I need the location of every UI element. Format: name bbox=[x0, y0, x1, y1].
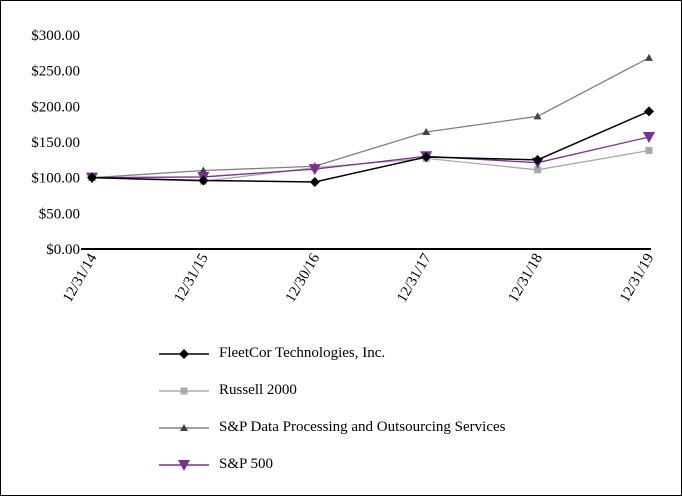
legend-label: FleetCor Technologies, Inc. bbox=[219, 345, 386, 361]
legend-marker bbox=[178, 459, 190, 471]
legend-item: S&P 500 bbox=[159, 446, 506, 483]
legend-item: Russell 2000 bbox=[159, 372, 506, 409]
data-point bbox=[309, 176, 320, 187]
data-point bbox=[645, 147, 653, 155]
y-tick-label: $250.00 bbox=[31, 64, 80, 80]
legend-swatch bbox=[159, 348, 209, 359]
y-tick-label: $300.00 bbox=[31, 28, 80, 44]
legend-swatch bbox=[159, 423, 209, 431]
legend-item: FleetCor Technologies, Inc. bbox=[159, 335, 506, 372]
legend-marker bbox=[180, 387, 188, 394]
plot-area: $0.00 $50.00 $100.00 $150.00 $200.00 $250.00 $… bbox=[31, 28, 658, 306]
y-tick-label: $0.00 bbox=[46, 242, 80, 258]
legend-swatch bbox=[159, 459, 209, 471]
x-tick-label: 12/31/18 bbox=[506, 251, 547, 305]
legend-label: Russell 2000 bbox=[219, 382, 297, 398]
y-tick-label: $200.00 bbox=[31, 99, 80, 115]
x-tick-label: 12/31/19 bbox=[617, 251, 658, 305]
data-point bbox=[308, 164, 321, 176]
data-point bbox=[533, 112, 542, 120]
data-point bbox=[422, 128, 431, 136]
legend-label: S&P 500 bbox=[219, 456, 274, 472]
data-point bbox=[534, 166, 542, 174]
series-line bbox=[91, 136, 650, 179]
y-tick-label: $100.00 bbox=[31, 171, 80, 187]
legend: FleetCor Technologies, Inc. Russell 2000 S… bbox=[159, 335, 506, 483]
data-point bbox=[198, 175, 209, 186]
data-point bbox=[421, 151, 432, 162]
y-tick-label: $50.00 bbox=[39, 206, 80, 222]
x-tick-label: 12/31/17 bbox=[394, 251, 435, 306]
y-tick-label: $150.00 bbox=[31, 135, 80, 151]
series-line bbox=[91, 110, 650, 183]
data-point bbox=[87, 172, 97, 183]
legend-marker bbox=[179, 348, 189, 359]
x-tick-label: 12/30/16 bbox=[283, 251, 324, 306]
data-point bbox=[199, 166, 208, 174]
legend-swatch bbox=[159, 387, 209, 394]
legend-marker bbox=[180, 423, 188, 431]
series-line bbox=[91, 57, 650, 179]
legend-label: S&P Data Processing and Outsourcing Serv… bbox=[219, 419, 506, 435]
data-point bbox=[532, 154, 543, 165]
x-tick-label: 12/31/14 bbox=[60, 251, 101, 306]
data-point bbox=[645, 53, 653, 61]
data-point bbox=[644, 106, 654, 117]
data-point bbox=[643, 132, 655, 144]
x-tick-label: 12/31/15 bbox=[171, 251, 212, 305]
legend-item: S&P Data Processing and Outsourcing Serv… bbox=[159, 409, 506, 446]
